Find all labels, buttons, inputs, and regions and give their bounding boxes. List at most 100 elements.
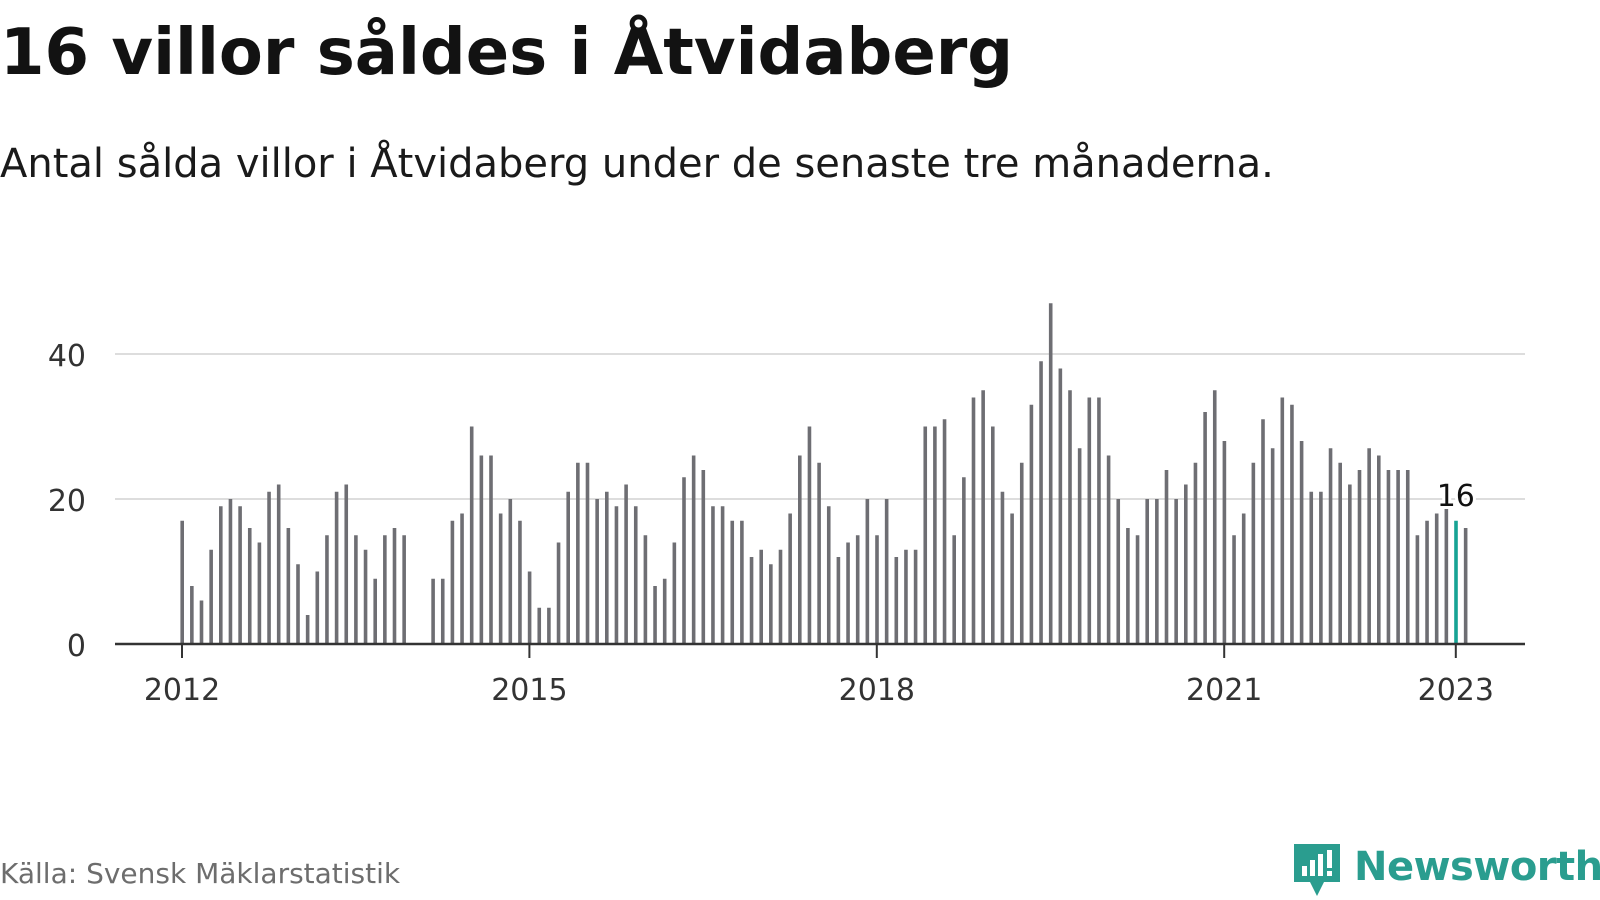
bar <box>1270 448 1275 644</box>
bar <box>354 535 358 644</box>
bar <box>489 455 493 644</box>
bar <box>1164 470 1169 644</box>
bar <box>508 499 513 644</box>
bar <box>190 586 194 644</box>
bar <box>1126 528 1130 644</box>
bar <box>1463 528 1468 644</box>
bar <box>1415 535 1420 644</box>
bar <box>257 542 262 644</box>
bar <box>701 470 706 644</box>
bar <box>971 397 976 644</box>
bar <box>913 549 918 644</box>
bar <box>219 506 223 644</box>
bar <box>691 455 696 644</box>
bar <box>431 578 435 644</box>
bar <box>740 520 744 644</box>
bar <box>778 549 783 644</box>
bar <box>547 607 551 644</box>
bar <box>1338 462 1342 644</box>
bar <box>1106 455 1111 644</box>
bar <box>305 615 310 644</box>
bar <box>180 520 184 644</box>
bar <box>624 484 628 644</box>
bar <box>962 477 966 644</box>
bar <box>1068 390 1072 644</box>
bar <box>1377 455 1381 644</box>
bar <box>1010 513 1014 644</box>
x-tick-label: 2012 <box>144 673 220 708</box>
bar <box>662 578 667 644</box>
bar <box>817 462 821 644</box>
bar <box>855 535 860 644</box>
bar <box>373 578 377 644</box>
bar <box>633 506 638 644</box>
bar <box>1232 535 1236 644</box>
bar <box>1328 448 1333 644</box>
x-tick-label: 2018 <box>839 673 915 708</box>
brand-name: Newsworthy <box>1354 844 1600 890</box>
bar <box>991 426 995 644</box>
bar <box>1405 470 1410 644</box>
bar <box>498 513 503 644</box>
y-tick-label: 40 <box>48 339 86 374</box>
bar <box>1019 462 1024 644</box>
bar <box>1425 520 1429 644</box>
bar <box>402 535 406 644</box>
bar <box>933 426 937 644</box>
bar <box>585 462 590 644</box>
bar <box>566 491 570 644</box>
bar <box>363 549 368 644</box>
bar <box>826 506 831 644</box>
bar <box>276 484 281 644</box>
bar <box>344 484 349 644</box>
y-tick-label: 0 <box>67 629 86 664</box>
bar <box>1241 513 1246 644</box>
bar <box>1444 491 1449 644</box>
bar <box>296 564 300 644</box>
bar <box>1029 404 1034 644</box>
bar <box>1299 441 1304 644</box>
bar <box>875 535 879 644</box>
bar <box>392 528 397 644</box>
bar <box>798 455 802 644</box>
bar <box>595 499 599 644</box>
bar <box>315 571 320 644</box>
bar <box>1212 390 1217 644</box>
bar <box>720 506 725 644</box>
bar <box>247 528 252 644</box>
bar <box>788 513 792 644</box>
bar <box>1309 491 1314 644</box>
highlight-data-label: 16 <box>1437 479 1475 514</box>
bar <box>614 506 619 644</box>
bar <box>228 499 233 644</box>
bar <box>769 564 773 644</box>
bar <box>894 557 899 644</box>
bar <box>1000 491 1005 644</box>
bar <box>1135 535 1140 644</box>
bar <box>1058 368 1063 644</box>
bar <box>865 499 870 644</box>
bar <box>1193 462 1198 644</box>
bar <box>1155 499 1159 644</box>
bar <box>267 491 271 644</box>
bar <box>440 578 445 644</box>
bar <box>749 557 754 644</box>
newsworthy-logo-icon <box>1294 844 1340 896</box>
bar <box>1367 448 1371 644</box>
bar <box>653 586 657 644</box>
bar <box>556 542 561 644</box>
bar <box>836 557 841 644</box>
bar <box>923 426 928 644</box>
bar <box>1203 412 1207 644</box>
bar <box>1280 397 1285 644</box>
bar <box>730 520 735 644</box>
bar <box>1097 397 1101 644</box>
bar <box>904 549 908 644</box>
bar <box>1290 404 1294 644</box>
bar <box>884 499 889 644</box>
bar <box>1386 470 1391 644</box>
bar <box>942 419 947 644</box>
bar <box>238 506 242 644</box>
bar <box>1048 303 1053 644</box>
